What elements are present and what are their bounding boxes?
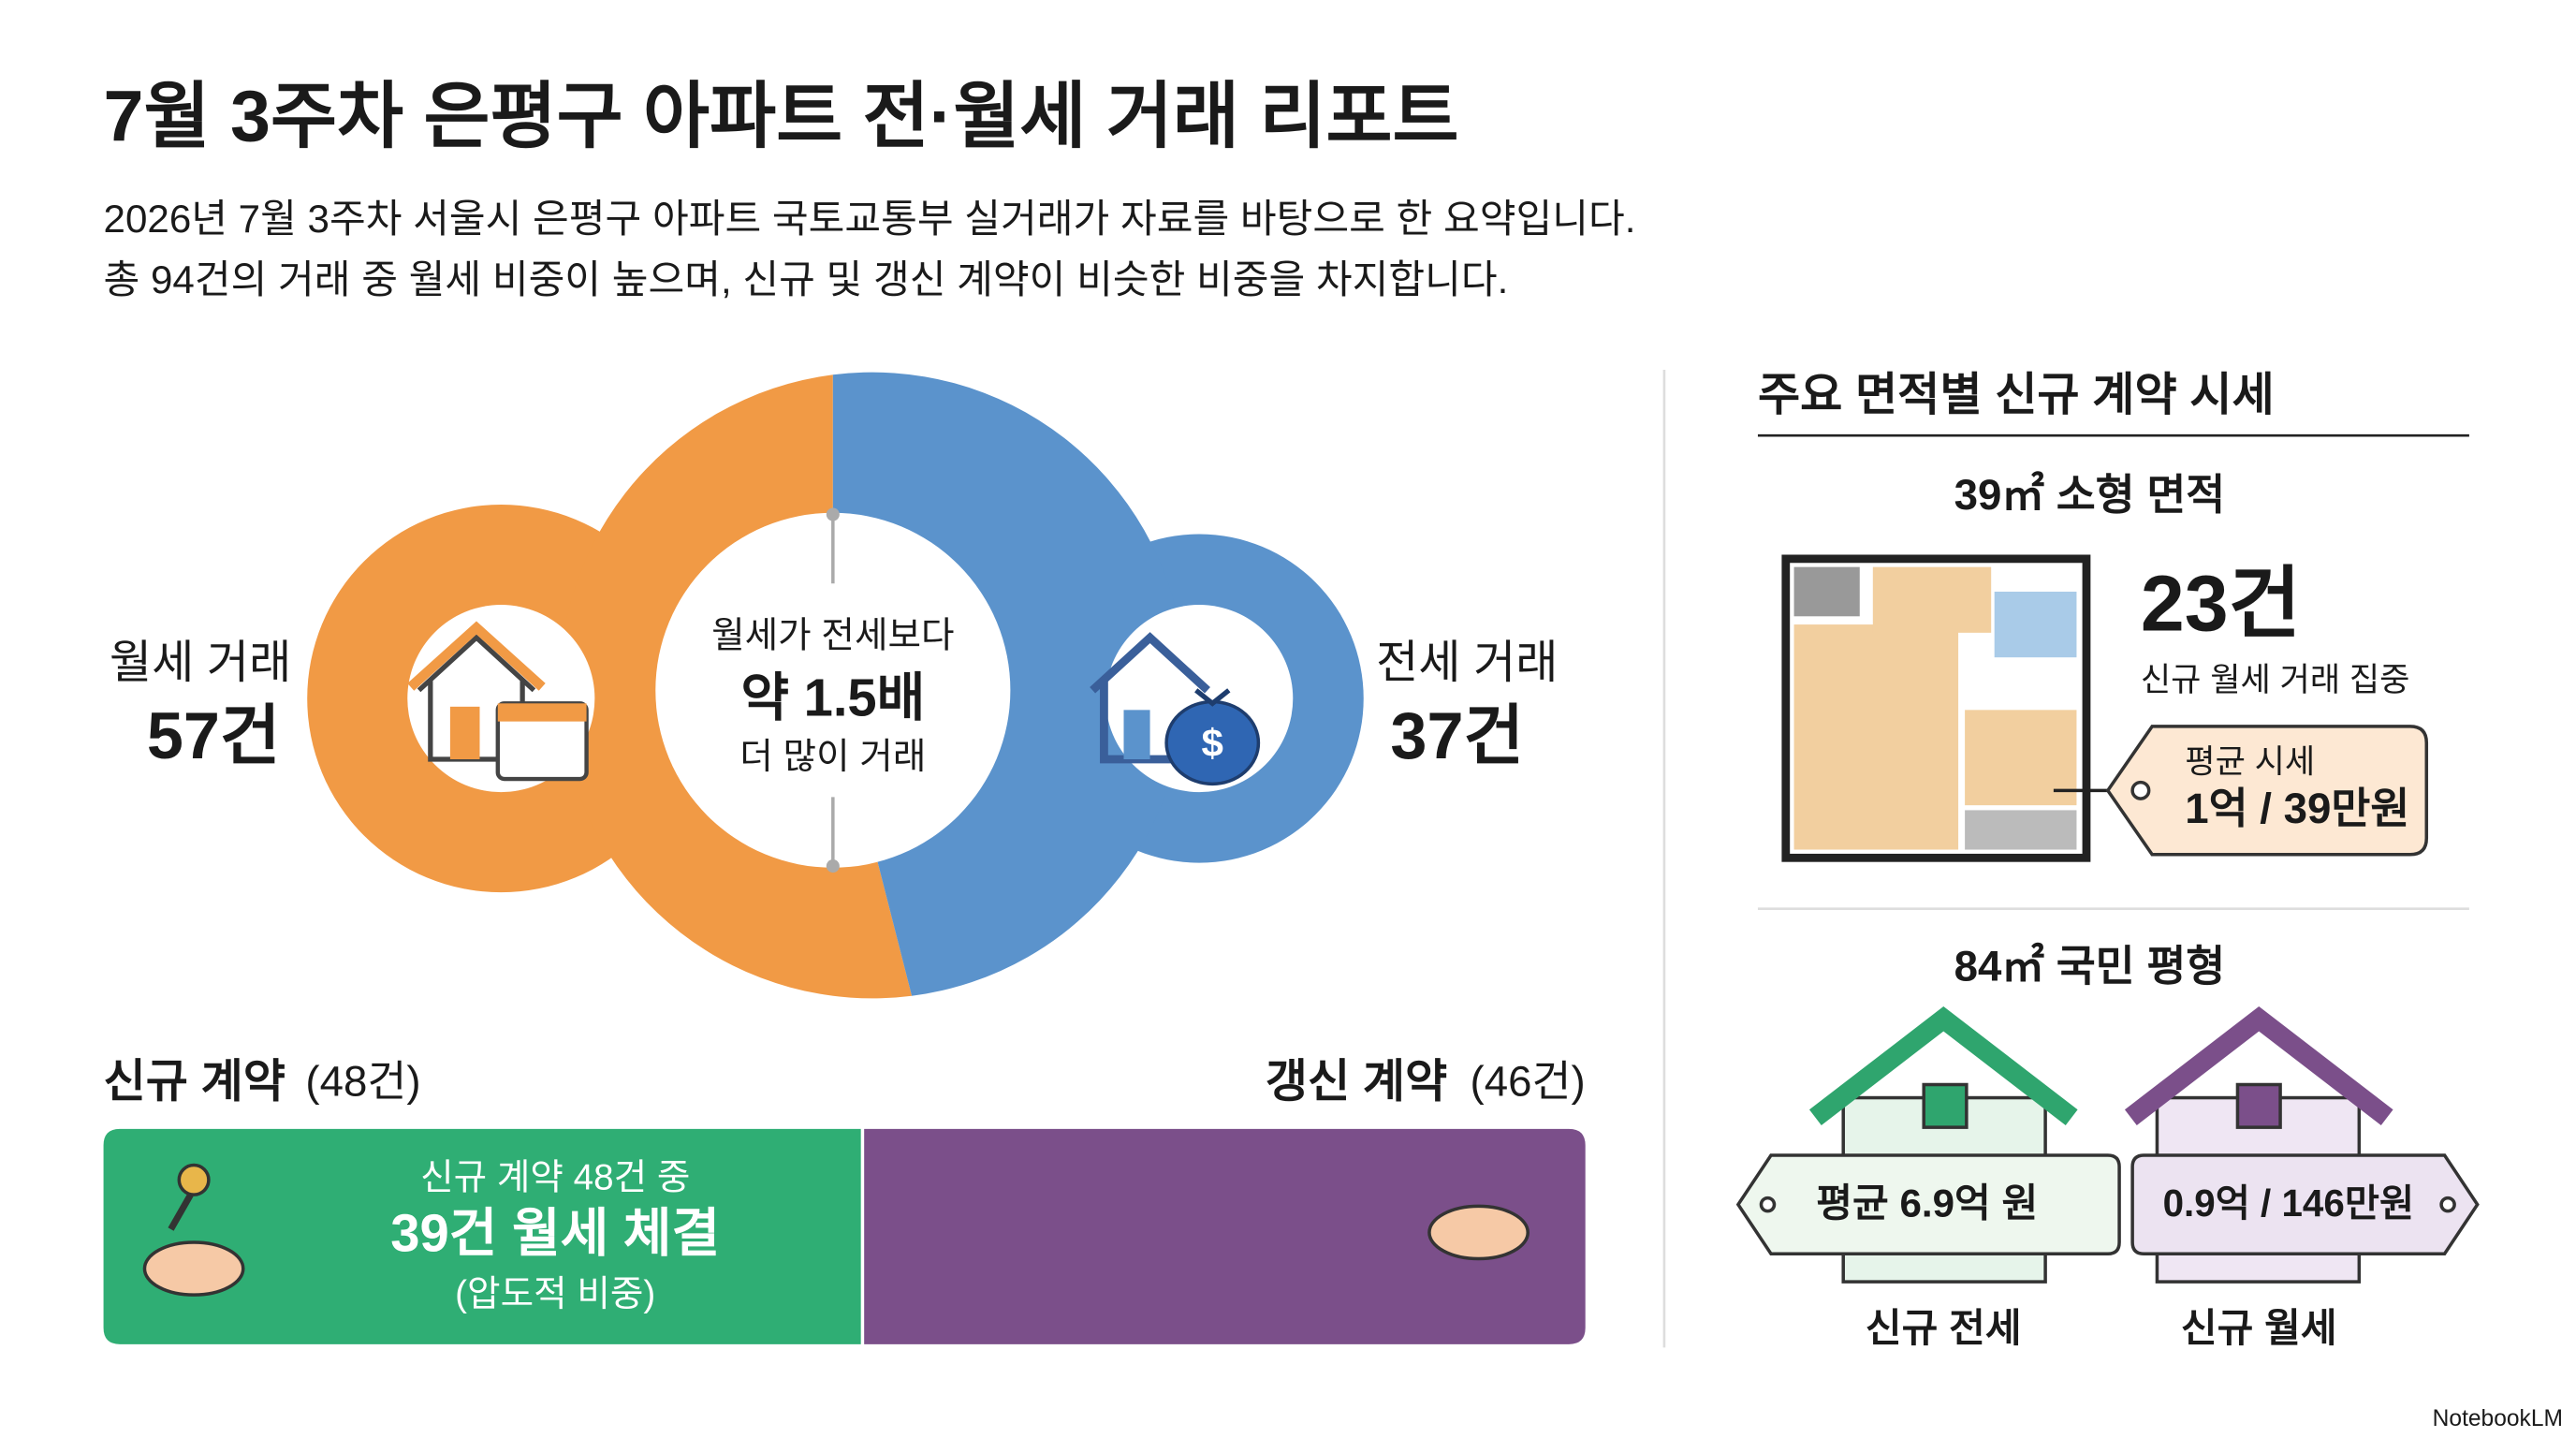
handshake-icon [142,1240,245,1297]
tag-value: 1억 / 39만원 [2185,785,2409,832]
plan-balcony [1965,810,2077,850]
new-contract-bar [103,1128,861,1344]
floor-plan [1781,554,2091,862]
handshake-icon [1427,1204,1530,1261]
price-sign [1735,1153,2121,1256]
comparison-ratio: 약 1.5배 [740,668,925,726]
bar-detail-main: 39건 월세 체결 [390,1204,720,1263]
right-label: 전세 거래 [1376,638,1558,688]
subtitle: 총 94건의 거래 중 월세 비중이 높으며, 신규 및 갱신 계약이 비슷한 … [104,257,1509,301]
plan-living [1793,624,1959,850]
door-icon [449,706,480,759]
renewal-contract-label: 갱신 계약 [1266,1056,1447,1107]
comparison-line: 월세가 전세보다 [711,615,954,655]
connector-dot [826,507,840,521]
jeonse-price: 평균 6.9억 원 [1816,1181,2038,1225]
plan-kitchen [1872,566,1992,633]
new-contract-label: 신규 계약 [104,1056,285,1107]
wolse-price: 0.9억 / 146만원 [2163,1181,2414,1225]
left-count: 57건 [147,698,281,772]
calendar-top [497,703,587,722]
subtitle: 2026년 7월 3주차 서울시 은평구 아파트 국토교통부 실거래가 자료를 … [104,197,1636,241]
wolse-label: 신규 월세 [2181,1306,2337,1350]
title: 7월 3주차 은평구 아파트 전·월세 거래 리포트 [104,76,1459,156]
price-tag [2105,725,2429,857]
house-roof [1808,1006,2078,1125]
new-contract-count: (48건) [305,1058,420,1106]
renewal-contract-count: (46건) [1471,1058,1586,1106]
right-count: 37건 [1390,698,1524,772]
ring-center [655,512,1011,868]
ring-diagram: $ [307,372,1364,999]
bar-detail: 신규 계약 48건 중 [420,1158,690,1198]
price-sign [2130,1153,2480,1256]
roof-icon [407,621,546,691]
renewal-contract-bar [864,1128,1586,1344]
section-heading: 84㎡ 국민 평형 [1954,943,2226,990]
bar-detail: (압도적 비중) [455,1274,655,1314]
money-bag-tie [1194,688,1231,707]
house-window [1922,1082,1969,1129]
plan-bath [1994,591,2077,658]
connector-dot [826,859,840,873]
house-roof [2124,1006,2393,1125]
small-count: 23건 [2141,560,2301,648]
key-shaft [168,1193,194,1231]
tag-hole [2130,780,2151,800]
dollar-sign: $ [1202,721,1223,765]
house-icon [1090,632,1210,764]
sign-hole [1759,1196,1777,1213]
door-icon [1123,710,1150,759]
keys-icon [168,1163,211,1231]
comparison-line: 더 많이 거래 [739,737,926,777]
small-note: 신규 월세 거래 집중 [2141,662,2410,698]
key [177,1163,211,1196]
footer-brand: NotebookLM [2433,1406,2563,1431]
tag-label: 평균 시세 [2185,744,2315,781]
section-heading: 39㎡ 소형 면적 [1954,471,2226,519]
left-label: 월세 거래 [110,638,291,688]
plan-entry [1793,566,1860,617]
jeonse-label: 신규 전세 [1866,1306,2022,1350]
house-window [2235,1082,2282,1129]
sign-hole [2439,1196,2456,1213]
panel-title: 주요 면적별 신규 계약 시세 [1758,370,2275,420]
